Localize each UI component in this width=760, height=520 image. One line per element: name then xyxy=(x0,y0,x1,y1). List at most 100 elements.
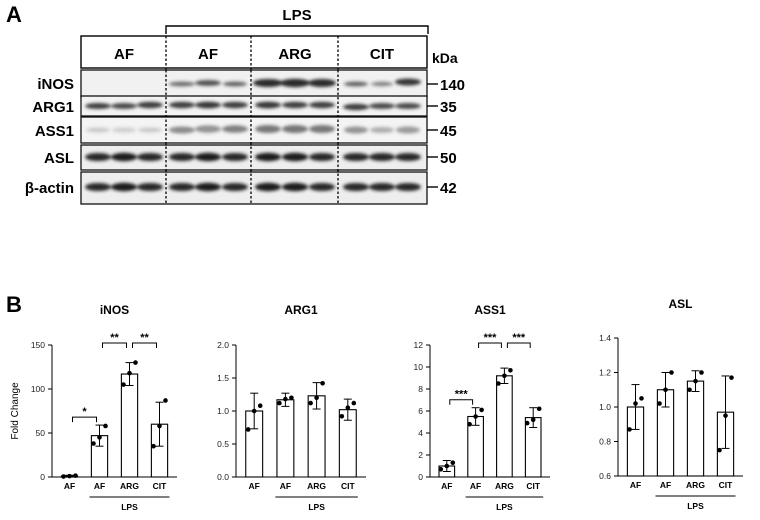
data-point xyxy=(345,405,351,410)
data-point xyxy=(699,370,704,375)
kda-marker-50: 50 xyxy=(440,150,457,167)
y-tick-label: 0 xyxy=(40,472,45,482)
y-tick-label: 0.8 xyxy=(599,437,611,447)
x-tick-label: AF xyxy=(94,481,105,491)
lps-group-label: LPS xyxy=(496,502,513,512)
chart-title: ASL xyxy=(669,297,693,311)
kda-unit-label: kDa xyxy=(432,50,458,66)
chart-title: iNOS xyxy=(100,303,129,317)
bar xyxy=(496,375,513,478)
data-point xyxy=(163,398,168,403)
data-point xyxy=(502,373,507,379)
data-point xyxy=(508,368,513,373)
data-point xyxy=(320,380,325,386)
x-tick-label: ARG xyxy=(686,480,705,490)
data-point xyxy=(103,423,108,429)
kda-marker-35: 35 xyxy=(440,99,457,116)
significance-bracket xyxy=(72,416,97,423)
y-tick-label: 10 xyxy=(414,362,424,372)
y-tick-label: 1.4 xyxy=(599,333,611,343)
significance-bracket xyxy=(449,399,474,405)
x-tick-label: CIT xyxy=(153,481,168,491)
lps-bracket xyxy=(165,25,429,34)
y-tick-label: 0.5 xyxy=(217,439,229,449)
data-point xyxy=(536,406,542,412)
data-point xyxy=(723,413,728,418)
data-point xyxy=(314,395,319,401)
significance-label: ** xyxy=(110,332,119,344)
x-tick-label: AF xyxy=(660,480,671,490)
chart-asl: ASL 0.6 0.8 1.0 1.2 1.4 AF AF ARG CIT LPS xyxy=(599,297,743,511)
y-tick-label: 0.6 xyxy=(599,471,611,481)
chart-title: ARG1 xyxy=(284,303,318,317)
data-point xyxy=(339,413,345,419)
x-tick-label: AF xyxy=(280,481,291,491)
y-tick-label: 12 xyxy=(414,340,424,350)
data-point xyxy=(444,463,450,469)
data-point xyxy=(91,441,96,446)
x-tick-label: ARG xyxy=(120,481,139,491)
blot-strip-ass1 xyxy=(80,116,428,144)
group-header-box xyxy=(80,35,428,69)
blot-strip-beta-actin xyxy=(80,171,428,205)
data-point xyxy=(496,381,501,386)
significance-label: *** xyxy=(455,389,469,401)
x-tick-label: ARG xyxy=(495,481,514,491)
data-point xyxy=(283,396,288,402)
x-tick-label: CIT xyxy=(526,481,541,491)
x-tick-label: AF xyxy=(441,481,452,491)
lps-group-label: LPS xyxy=(308,502,325,512)
data-point xyxy=(657,401,662,406)
group-label-af-lps: AF xyxy=(198,46,218,63)
data-point xyxy=(133,360,138,365)
y-tick-label: 150 xyxy=(31,340,45,350)
data-point xyxy=(729,375,734,380)
lps-group-label: LPS xyxy=(121,502,138,512)
data-point xyxy=(251,408,257,414)
protein-label-beta-actin: β-actin xyxy=(25,180,74,197)
data-point xyxy=(157,423,162,429)
data-point xyxy=(61,474,66,479)
protein-label-asl: ASL xyxy=(44,150,74,167)
y-tick-label: 2.0 xyxy=(217,340,229,350)
significance-bracket xyxy=(506,342,531,348)
y-axis-label: Fold Change xyxy=(10,382,21,440)
data-point xyxy=(450,460,456,465)
x-tick-label: AF xyxy=(249,481,260,491)
bar xyxy=(276,399,295,478)
kda-marker-45: 45 xyxy=(440,123,457,140)
significance-bracket xyxy=(132,342,157,348)
data-point xyxy=(97,435,102,440)
y-tick-label: 1.0 xyxy=(599,402,611,412)
group-label-cit: CIT xyxy=(370,46,394,63)
data-point xyxy=(351,400,357,406)
data-point xyxy=(245,427,251,432)
x-tick-label: CIT xyxy=(341,481,356,491)
data-point xyxy=(669,370,674,375)
protein-label-arg1: ARG1 xyxy=(32,99,74,116)
bar xyxy=(686,380,705,477)
data-point xyxy=(73,473,78,478)
data-point xyxy=(687,387,692,393)
data-point xyxy=(530,417,536,423)
lps-label: LPS xyxy=(282,7,311,24)
protein-label-ass1: ASS1 xyxy=(35,123,74,140)
y-tick-label: 0.0 xyxy=(217,472,229,482)
blot-strip-inos xyxy=(80,69,428,98)
data-point xyxy=(308,400,313,406)
significance-label: *** xyxy=(512,332,526,344)
blot-strip-arg1 xyxy=(80,95,428,117)
data-point xyxy=(663,387,668,393)
data-point xyxy=(121,382,126,387)
data-point xyxy=(633,401,638,406)
data-point xyxy=(473,414,478,419)
x-tick-label: AF xyxy=(630,480,641,490)
x-tick-label: AF xyxy=(470,481,481,491)
data-point xyxy=(717,447,722,453)
chart-ass1: ASS1 0 2 4 6 8 10 12 AF AF ARG CIT LPS *** *** *** xyxy=(414,303,550,512)
y-tick-label: 2 xyxy=(418,450,423,460)
y-tick-label: 1.0 xyxy=(217,406,229,416)
y-tick-label: 6 xyxy=(418,406,423,416)
data-point xyxy=(627,427,632,432)
